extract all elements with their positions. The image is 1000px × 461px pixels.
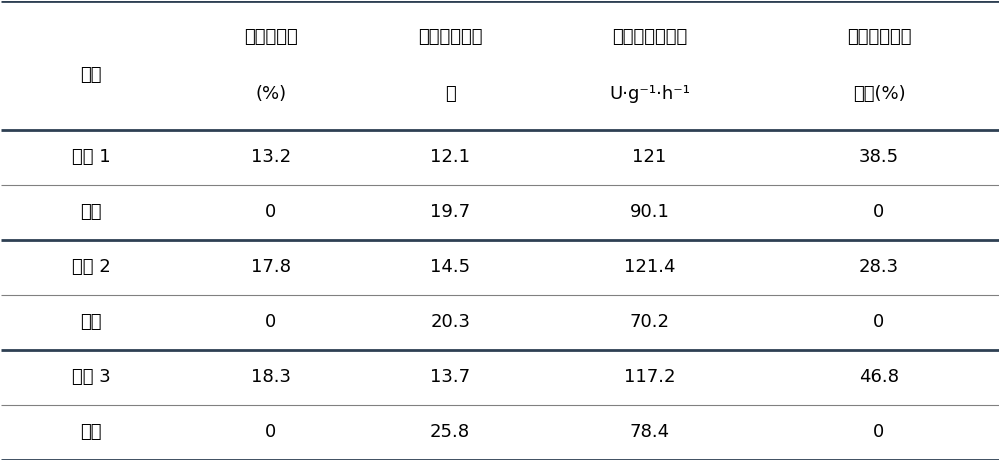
Text: 70.2: 70.2	[630, 313, 670, 331]
Text: 19.7: 19.7	[430, 203, 470, 221]
Text: 处理 3: 处理 3	[72, 368, 111, 386]
Text: 25.8: 25.8	[430, 423, 470, 441]
Text: 对照: 对照	[80, 423, 102, 441]
Text: 率: 率	[445, 85, 456, 103]
Text: 处理: 处理	[80, 66, 102, 84]
Text: 90.1: 90.1	[630, 203, 670, 221]
Text: 处理 1: 处理 1	[72, 148, 110, 166]
Text: 117.2: 117.2	[624, 368, 675, 386]
Text: U·g⁻¹·h⁻¹: U·g⁻¹·h⁻¹	[609, 85, 690, 103]
Text: 处理 2: 处理 2	[72, 258, 111, 276]
Text: 121.4: 121.4	[624, 258, 675, 276]
Text: 20.3: 20.3	[430, 313, 470, 331]
Text: 121: 121	[632, 148, 667, 166]
Text: 效果(%): 效果(%)	[853, 85, 905, 103]
Text: 13.2: 13.2	[251, 148, 291, 166]
Text: 对照: 对照	[80, 203, 102, 221]
Text: 0: 0	[265, 423, 276, 441]
Text: 对照: 对照	[80, 313, 102, 331]
Text: 28.3: 28.3	[859, 258, 899, 276]
Text: 14.5: 14.5	[430, 258, 470, 276]
Text: 根结线虫防治: 根结线虫防治	[847, 28, 911, 46]
Text: 13.7: 13.7	[430, 368, 470, 386]
Text: (%): (%)	[255, 85, 286, 103]
Text: 17.8: 17.8	[251, 258, 291, 276]
Text: 12.1: 12.1	[430, 148, 470, 166]
Text: 0: 0	[873, 423, 885, 441]
Text: 生物量增加: 生物量增加	[244, 28, 298, 46]
Text: 0: 0	[873, 313, 885, 331]
Text: 18.3: 18.3	[251, 368, 291, 386]
Text: 超氧化物歧化酶: 超氧化物歧化酶	[612, 28, 687, 46]
Text: 46.8: 46.8	[859, 368, 899, 386]
Text: 0: 0	[265, 313, 276, 331]
Text: 38.5: 38.5	[859, 148, 899, 166]
Text: 0: 0	[873, 203, 885, 221]
Text: 78.4: 78.4	[630, 423, 670, 441]
Text: 0: 0	[265, 203, 276, 221]
Text: 根结线虫侵染: 根结线虫侵染	[418, 28, 482, 46]
